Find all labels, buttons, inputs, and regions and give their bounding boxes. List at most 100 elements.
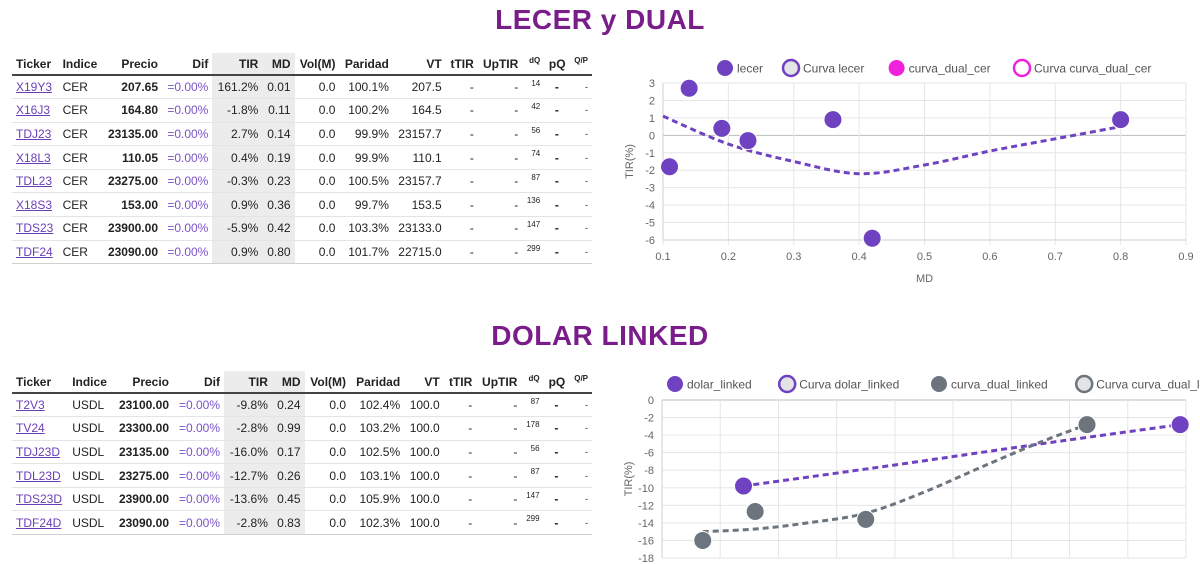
- cell-dq: 56: [522, 122, 545, 147]
- cell-dq: 178: [521, 416, 544, 441]
- cell-tir: -13.6%: [224, 487, 272, 512]
- cell-ticker[interactable]: T2V3: [12, 393, 69, 418]
- cell-ticker[interactable]: X18S3: [12, 192, 59, 218]
- legend-label: Curva curva_dual_linked: [1096, 378, 1200, 392]
- legend-marker-icon: [781, 58, 801, 78]
- legend-item-curva-curva-dual-cer[interactable]: Curva curva_dual_cer: [1012, 58, 1151, 78]
- x-tick-label: 0.7: [1048, 251, 1063, 263]
- col-header-dq[interactable]: dQ: [522, 53, 545, 76]
- col-header-dq[interactable]: dQ: [521, 371, 544, 394]
- data-point-lecer[interactable]: [862, 228, 882, 248]
- cell-ticker[interactable]: TDJ23D: [12, 440, 69, 465]
- col-header-tir[interactable]: TIR: [224, 371, 272, 394]
- col-header-qp[interactable]: Q/P: [569, 53, 592, 76]
- col-header-qp[interactable]: Q/P: [569, 371, 592, 394]
- cell-ticker[interactable]: TDJ23: [12, 122, 59, 147]
- y-tick-label: -4: [645, 200, 655, 212]
- col-header-ttir[interactable]: tTIR: [445, 53, 478, 76]
- section-title-lecer: LECER y DUAL: [495, 4, 705, 35]
- col-header-precio[interactable]: Precio: [102, 53, 162, 76]
- data-point-dolar-linked[interactable]: [1170, 415, 1190, 435]
- cell-indice: USDL: [68, 510, 113, 536]
- legend-item-lecer[interactable]: lecer: [717, 60, 763, 76]
- cell-dif: =0.00%: [173, 487, 225, 512]
- cell-paridad: 103.1%: [350, 463, 405, 488]
- cell-ticker[interactable]: X19Y3: [12, 75, 59, 100]
- data-point-lecer[interactable]: [679, 78, 699, 98]
- legend-item-curva-lecer[interactable]: Curva lecer: [781, 58, 864, 78]
- data-point-lecer[interactable]: [712, 118, 732, 138]
- data-point-lecer[interactable]: [738, 131, 758, 151]
- cell-pq: -: [544, 98, 570, 123]
- col-header-indice[interactable]: Indice: [58, 53, 103, 76]
- cell-ticker[interactable]: X16J3: [12, 98, 59, 123]
- cell-vt: 23157.7: [392, 169, 446, 194]
- data-point-curva-dual-linked[interactable]: [745, 501, 765, 521]
- cell-vol: 0.0: [294, 192, 340, 218]
- cell-ticker[interactable]: TV24: [12, 416, 69, 441]
- legend-item-curva-dual-linked[interactable]: curva_dual_linked: [931, 376, 1048, 392]
- col-header-vt[interactable]: VT: [392, 53, 446, 76]
- cell-ticker[interactable]: TDF24: [12, 240, 59, 265]
- cell-qp: -: [569, 463, 592, 488]
- col-header-ticker[interactable]: Ticker: [12, 53, 59, 76]
- data-point-dolar-linked[interactable]: [734, 476, 754, 496]
- cell-qp: -: [569, 510, 592, 536]
- cell-precio: 23135.00: [112, 440, 173, 465]
- legend-item-curva-dual-cer[interactable]: curva_dual_cer: [888, 60, 991, 76]
- cell-qp: -: [569, 169, 592, 194]
- data-point-curva-dual-linked[interactable]: [1077, 415, 1097, 435]
- table-row: TDF24 CER 23090.00 =0.00% 0.9% 0.80 0.0 101.7% 2…: [12, 240, 592, 265]
- cell-vt: 110.1: [392, 145, 446, 170]
- cell-vol: 0.0: [304, 393, 351, 418]
- dolar-linked-bonds-table: Ticker Indice Precio Dif TIR MD Vol(M) Paridad V…: [12, 371, 592, 536]
- col-header-ticker[interactable]: Ticker: [12, 371, 69, 394]
- data-point-curva-dual-linked[interactable]: [856, 509, 876, 529]
- cell-ticker[interactable]: TDL23D: [12, 463, 69, 488]
- col-header-precio[interactable]: Precio: [112, 371, 173, 394]
- cell-precio: 23090.00: [102, 240, 162, 265]
- cell-ticker[interactable]: TDS23D: [12, 487, 69, 512]
- legend-item-curva-curva-dual-linked[interactable]: Curva curva_dual_linked: [1074, 374, 1200, 394]
- cell-tir: -5.9%: [212, 216, 263, 241]
- y-tick-label: -6: [644, 448, 654, 460]
- data-point-lecer[interactable]: [823, 110, 843, 130]
- col-header-uptir[interactable]: UpTIR: [476, 371, 522, 394]
- legend-item-dolar-linked[interactable]: dolar_linked: [667, 376, 752, 392]
- cell-dif: =0.00%: [162, 240, 213, 265]
- cell-ttir: -: [445, 240, 478, 265]
- col-header-vol[interactable]: Vol(M): [294, 53, 340, 76]
- cell-indice: CER: [58, 145, 103, 170]
- cell-ticker[interactable]: X18L3: [12, 145, 59, 170]
- cell-md: 0.14: [262, 122, 295, 147]
- col-header-pq[interactable]: pQ: [543, 371, 570, 394]
- cell-tir: -1.8%: [212, 98, 263, 123]
- data-point-lecer[interactable]: [660, 157, 680, 177]
- cell-ticker[interactable]: TDS23: [12, 216, 59, 241]
- col-header-paridad[interactable]: Paridad: [339, 53, 393, 76]
- col-header-vt[interactable]: VT: [404, 371, 444, 394]
- col-header-indice[interactable]: Indice: [68, 371, 113, 394]
- data-point-lecer[interactable]: [1111, 110, 1131, 130]
- col-header-paridad[interactable]: Paridad: [350, 371, 405, 394]
- col-header-dif[interactable]: Dif: [162, 53, 213, 76]
- col-header-md[interactable]: MD: [271, 371, 305, 394]
- col-header-pq[interactable]: pQ: [544, 53, 570, 76]
- col-header-ttir[interactable]: tTIR: [443, 371, 477, 394]
- cell-dq: 74: [522, 145, 545, 170]
- col-header-tir[interactable]: TIR: [212, 53, 263, 76]
- y-tick-label: -18: [638, 553, 654, 564]
- col-header-md[interactable]: MD: [262, 53, 295, 76]
- legend-item-curva-dolar-linked[interactable]: Curva dolar_linked: [777, 374, 899, 394]
- cell-uptir: -: [476, 440, 522, 465]
- col-header-uptir[interactable]: UpTIR: [477, 53, 523, 76]
- cell-dif: =0.00%: [173, 510, 225, 536]
- cell-vol: 0.0: [294, 98, 340, 123]
- cell-ticker[interactable]: TDF24D: [12, 510, 69, 536]
- col-header-dif[interactable]: Dif: [173, 371, 225, 394]
- cell-ticker[interactable]: TDL23: [12, 169, 59, 194]
- col-header-vol[interactable]: Vol(M): [304, 371, 351, 394]
- data-point-curva-dual-linked[interactable]: [693, 530, 713, 550]
- cell-precio: 23275.00: [112, 463, 173, 488]
- legend-label: lecer: [737, 62, 763, 76]
